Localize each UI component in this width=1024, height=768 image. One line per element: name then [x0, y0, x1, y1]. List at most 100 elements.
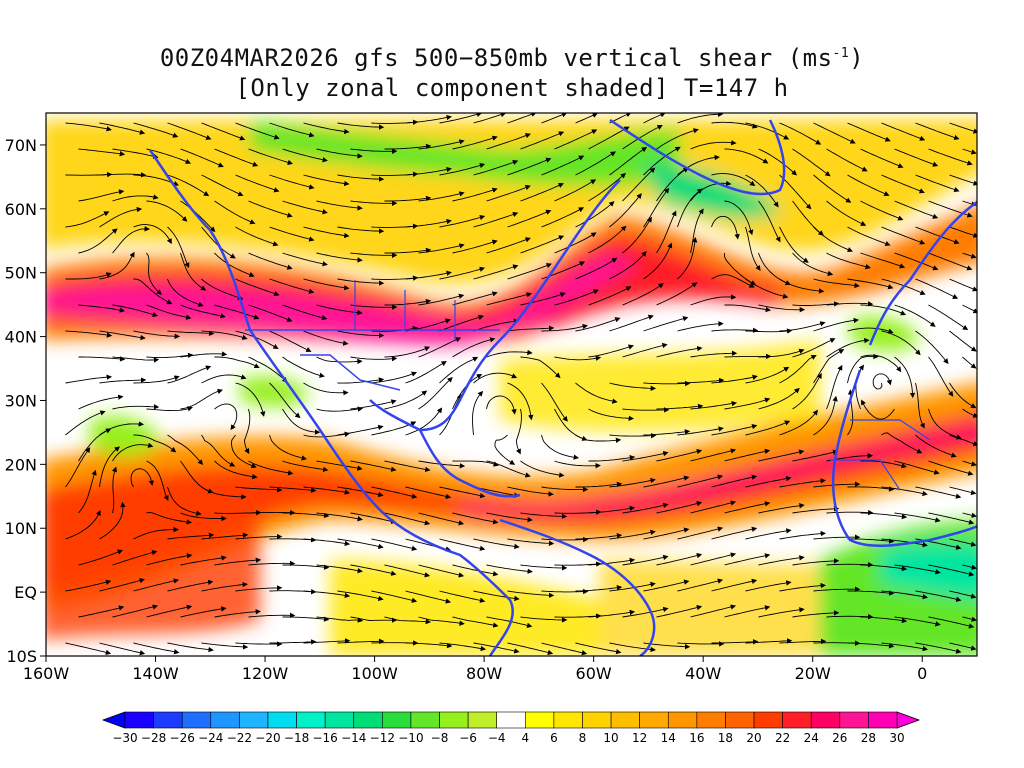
streamline	[350, 460, 397, 472]
streamline	[847, 538, 895, 544]
streamline	[248, 460, 294, 476]
streamline	[201, 374, 247, 384]
streamline	[337, 377, 385, 384]
streamline	[214, 148, 259, 167]
lon-tick-label: 60W	[576, 664, 612, 683]
streamline	[316, 252, 363, 263]
streamline	[962, 148, 977, 155]
streamline	[792, 301, 840, 307]
streamline	[452, 337, 496, 358]
streamline	[894, 356, 916, 399]
streamline	[643, 242, 673, 280]
streamline	[622, 502, 669, 514]
streamline	[826, 301, 874, 307]
streamline	[65, 211, 110, 228]
streamline	[520, 564, 568, 571]
streamline	[316, 616, 364, 623]
streamline	[690, 500, 737, 514]
lat-tick-label: 40N	[5, 328, 37, 347]
streamline	[180, 555, 227, 566]
streamline	[949, 538, 977, 547]
streamline	[316, 564, 363, 574]
streamline	[758, 607, 805, 618]
streamline	[515, 408, 522, 455]
lon-tick-label: 20W	[795, 664, 831, 683]
streamline	[112, 404, 160, 410]
streamline	[282, 408, 321, 435]
streamline	[609, 193, 642, 228]
colorbar-swatch	[753, 711, 783, 729]
colorbar-label: −10	[398, 731, 423, 745]
streamline	[167, 434, 204, 466]
streamline	[248, 509, 296, 516]
streamline	[826, 614, 874, 620]
streamline	[690, 604, 737, 618]
streamline	[337, 278, 385, 286]
colorbar-label: −18	[284, 731, 309, 745]
streamline	[486, 133, 531, 150]
streamline	[180, 304, 226, 319]
streamline	[201, 174, 244, 197]
streamline	[677, 377, 725, 384]
streamline	[588, 408, 635, 421]
lat-tick-label: EQ	[14, 583, 37, 602]
streamline	[180, 252, 207, 291]
streamline	[928, 252, 973, 271]
streamline	[643, 579, 690, 592]
streamline	[65, 510, 101, 540]
streamline	[847, 642, 895, 649]
streamline	[405, 218, 452, 228]
streamline	[486, 616, 533, 629]
streamline	[133, 642, 180, 655]
streamline	[418, 191, 465, 202]
streamline	[486, 292, 532, 306]
streamline	[881, 590, 929, 600]
streamline	[486, 349, 533, 358]
map-frame	[45, 112, 978, 657]
streamline	[452, 616, 499, 628]
streamline	[486, 237, 531, 254]
streamline	[371, 590, 418, 603]
streamline	[439, 486, 486, 499]
streamline	[201, 486, 247, 500]
streamline	[282, 356, 325, 378]
streamline	[881, 278, 926, 295]
streamline	[99, 642, 146, 656]
streamline	[949, 174, 977, 186]
streamline	[146, 553, 193, 566]
lat-tick-label: 10S	[6, 647, 37, 666]
streamline	[745, 528, 792, 540]
colorbar-label: −30	[112, 731, 137, 745]
lat-tick-label: 50N	[5, 264, 37, 283]
streamline	[473, 113, 507, 124]
streamline	[656, 282, 698, 306]
streamline	[745, 580, 792, 592]
colorbar-swatch	[467, 711, 498, 729]
colorbar-label: 16	[689, 731, 704, 745]
streamline	[894, 200, 939, 219]
streamline	[575, 434, 622, 443]
streamline	[452, 564, 499, 577]
streamline	[486, 564, 533, 574]
streamline	[860, 200, 904, 221]
streamline	[130, 468, 155, 488]
streamline	[554, 289, 599, 306]
streamline	[724, 200, 754, 236]
streamline	[146, 460, 169, 501]
streamline	[860, 512, 908, 520]
streamline	[269, 434, 308, 461]
streamline	[405, 642, 453, 649]
streamline	[439, 642, 487, 652]
streamline	[214, 356, 260, 369]
streamline	[575, 382, 618, 404]
streamline	[622, 407, 670, 413]
streamline	[316, 200, 363, 211]
streamline	[452, 239, 498, 254]
streamline	[282, 252, 328, 267]
streamline	[167, 174, 210, 197]
streamline	[779, 122, 822, 145]
streamline	[575, 533, 623, 540]
streamline	[962, 252, 977, 259]
streamline	[881, 642, 929, 652]
streamline	[180, 200, 216, 233]
